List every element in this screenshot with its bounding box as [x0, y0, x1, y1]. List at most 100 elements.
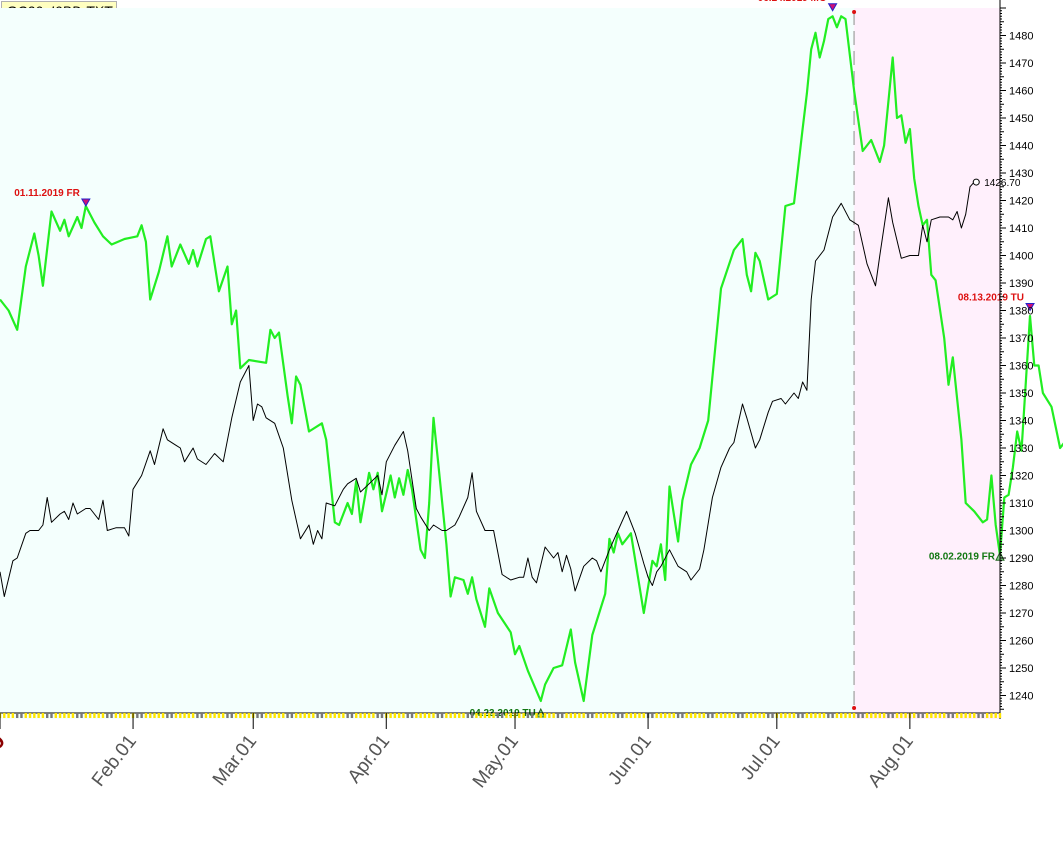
x-day-tick: [694, 713, 697, 718]
x-day-tick: [136, 713, 139, 718]
y-tick-label: 1400: [1009, 251, 1033, 263]
x-month-label: Aug.01: [864, 731, 918, 791]
x-day-tick: [586, 713, 590, 718]
x-day-tick: [711, 713, 714, 718]
x-day-tick: [865, 713, 869, 718]
x-day-tick: [200, 713, 203, 718]
x-day-tick: [745, 713, 748, 718]
x-day-tick: [882, 713, 886, 718]
x-day-tick: [97, 713, 100, 718]
x-day-tick: [861, 713, 864, 718]
x-day-tick: [973, 713, 976, 718]
x-day-tick: [728, 713, 731, 718]
x-day-tick: [582, 713, 585, 718]
x-day-tick: [642, 713, 645, 718]
y-tick-label: 1250: [1009, 663, 1033, 675]
x-day-tick: [226, 713, 229, 718]
x-month-label: Jun.01: [604, 731, 656, 789]
x-day-tick: [844, 713, 847, 718]
x-day-tick: [552, 713, 555, 718]
x-day-tick: [196, 713, 199, 718]
x-day-tick: [603, 713, 607, 718]
x-day-tick: [599, 713, 603, 718]
x-day-tick: [548, 713, 551, 718]
x-day-tick: [977, 713, 980, 718]
x-day-tick: [904, 713, 907, 718]
x-day-tick: [63, 713, 66, 718]
x-day-tick: [209, 713, 212, 718]
x-day-tick: [88, 713, 92, 718]
x-day-tick: [402, 713, 405, 718]
x-day-tick: [960, 713, 963, 718]
x-day-tick: [990, 713, 993, 718]
x-day-tick: [376, 713, 379, 718]
x-day-tick: [264, 713, 268, 718]
y-tick-label: 1350: [1009, 388, 1033, 400]
x-day-tick: [994, 713, 997, 718]
turning-point-3-high-marker: [827, 3, 838, 12]
x-day-tick: [415, 713, 418, 718]
x-day-tick: [93, 713, 96, 718]
x-day-tick: [719, 713, 723, 718]
x-day-tick: [985, 713, 989, 718]
x-day-tick: [505, 713, 508, 718]
x-day-tick: [46, 713, 49, 718]
x-day-tick: [346, 713, 349, 718]
y-tick-label: 1460: [1009, 86, 1033, 98]
x-day-tick: [282, 713, 285, 718]
x-day-tick: [144, 713, 148, 718]
x-day-tick: [912, 713, 916, 718]
x-day-tick: [260, 713, 264, 718]
x-day-tick: [470, 713, 474, 718]
last-price-marker: [972, 178, 980, 186]
x-day-tick: [406, 713, 409, 718]
x-day-tick: [595, 713, 598, 718]
x-day-tick: [822, 713, 826, 718]
x-day-tick: [324, 713, 328, 718]
x-day-tick: [449, 713, 452, 718]
x-day-tick: [427, 713, 431, 718]
price-series-line: [0, 181, 975, 597]
y-tick-label: 1450: [1009, 113, 1033, 125]
x-month-label: Mar.01: [209, 731, 261, 790]
x-day-tick: [217, 713, 221, 718]
x-day-tick: [698, 713, 701, 718]
divider-marker-top: [852, 10, 857, 14]
x-day-tick: [964, 713, 967, 718]
x-day-tick: [153, 713, 156, 718]
turning-point-5-high-marker: [1025, 303, 1035, 312]
x-day-tick: [518, 713, 521, 718]
x-day-tick: [633, 713, 637, 718]
x-day-tick: [320, 713, 324, 718]
x-day-tick: [114, 713, 118, 718]
x-day-tick: [685, 713, 688, 718]
x-day-tick: [118, 713, 122, 718]
x-day-tick: [840, 713, 843, 718]
x-day-tick: [20, 713, 23, 718]
x-day-tick: [561, 713, 564, 718]
x-day-tick: [638, 713, 641, 718]
x-day-tick: [161, 713, 165, 718]
x-day-tick: [921, 713, 924, 718]
x-day-tick: [342, 713, 345, 718]
y-tick-label: 1300: [1009, 526, 1033, 538]
x-day-tick: [565, 713, 568, 718]
x-day-tick: [15, 713, 19, 718]
x-day-tick: [895, 713, 899, 718]
x-day-tick: [659, 713, 663, 718]
x-day-tick: [350, 713, 354, 718]
x-day-tick: [436, 713, 439, 718]
forecast-series-line: [0, 15, 1063, 703]
y-tick-label: 1370: [1009, 333, 1033, 345]
x-day-tick: [458, 713, 461, 718]
divider-marker-bottom: [852, 706, 857, 710]
x-day-tick: [410, 713, 414, 718]
x-day-tick: [818, 713, 821, 718]
x-day-tick: [316, 713, 319, 718]
x-day-tick: [372, 713, 375, 718]
y-tick-label: 1420: [1009, 196, 1033, 208]
y-tick-label: 1320: [1009, 471, 1033, 483]
y-tick-label: 1410: [1009, 223, 1033, 235]
x-day-tick: [788, 713, 791, 718]
